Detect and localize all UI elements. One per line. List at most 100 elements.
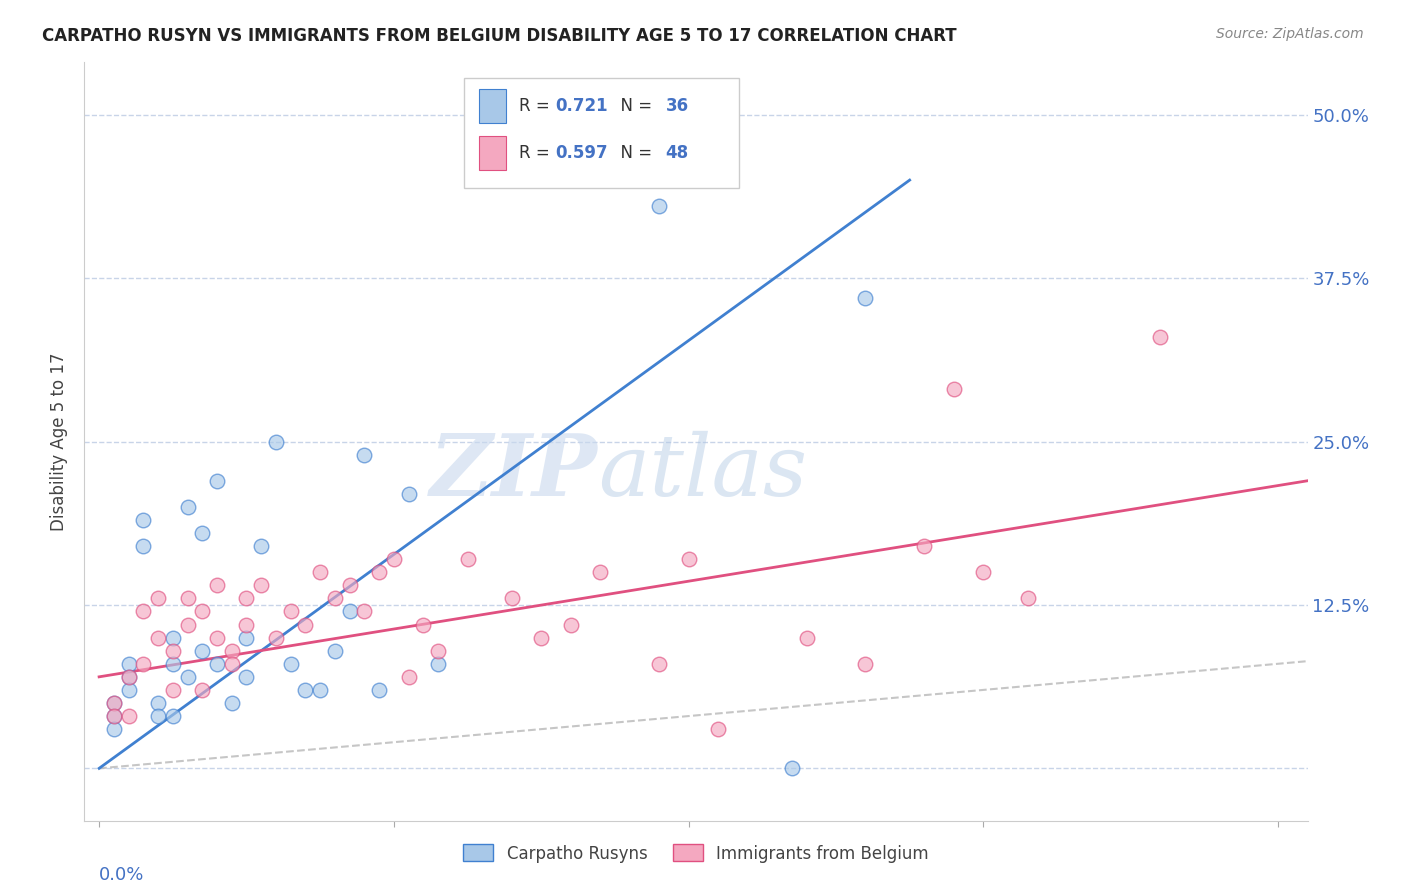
Text: 0.721: 0.721 (555, 96, 607, 115)
Text: CARPATHO RUSYN VS IMMIGRANTS FROM BELGIUM DISABILITY AGE 5 TO 17 CORRELATION CHA: CARPATHO RUSYN VS IMMIGRANTS FROM BELGIU… (42, 27, 957, 45)
Point (146, 696, 169, 710)
Point (162, 682, 184, 697)
Point (368, 682, 391, 697)
Point (501, 591, 523, 606)
Point (323, 591, 346, 606)
Y-axis label: Disability Age 5 to 17: Disability Age 5 to 17 (51, 352, 69, 531)
Point (235, 591, 257, 606)
Point (855, 291, 877, 305)
Point (146, 591, 169, 606)
Point (457, 552, 479, 566)
Point (353, 448, 375, 462)
Point (191, 526, 214, 541)
Point (398, 487, 420, 501)
Bar (479, 88, 506, 123)
Point (162, 657, 184, 671)
Point (1017, 591, 1039, 606)
Point (560, 617, 582, 632)
Point (648, 199, 671, 213)
Point (103, 722, 125, 736)
Point (205, 474, 228, 488)
Point (132, 513, 155, 527)
Point (103, 709, 125, 723)
Point (103, 696, 125, 710)
Point (530, 631, 553, 645)
Point (117, 670, 139, 684)
Point (339, 578, 361, 592)
Point (264, 631, 287, 645)
Point (117, 657, 139, 671)
Point (589, 566, 612, 580)
Point (796, 631, 818, 645)
Point (103, 696, 125, 710)
Legend: Carpatho Rusyns, Immigrants from Belgium: Carpatho Rusyns, Immigrants from Belgium (457, 838, 935, 869)
Point (132, 657, 155, 671)
Point (250, 539, 273, 553)
Point (382, 552, 405, 566)
Bar (479, 136, 506, 170)
Point (323, 643, 346, 657)
Point (972, 566, 994, 580)
Point (412, 617, 434, 632)
Point (678, 552, 700, 566)
Point (368, 566, 391, 580)
Point (117, 682, 139, 697)
Point (294, 617, 316, 632)
Point (294, 682, 316, 697)
Text: atlas: atlas (598, 431, 807, 513)
Point (191, 643, 214, 657)
Point (146, 631, 169, 645)
Point (280, 657, 302, 671)
Point (221, 643, 243, 657)
Point (427, 643, 450, 657)
Text: R =: R = (519, 145, 554, 162)
Text: 0.0%: 0.0% (98, 866, 145, 884)
Text: Source: ZipAtlas.com: Source: ZipAtlas.com (1216, 27, 1364, 41)
Point (176, 591, 198, 606)
Text: 48: 48 (665, 145, 689, 162)
Point (707, 722, 730, 736)
Point (176, 617, 198, 632)
Point (250, 578, 273, 592)
Point (205, 578, 228, 592)
Point (191, 605, 214, 619)
Point (309, 566, 332, 580)
Point (162, 709, 184, 723)
Point (235, 617, 257, 632)
Text: 36: 36 (665, 96, 689, 115)
Point (780, 761, 803, 775)
Point (912, 539, 935, 553)
Text: N =: N = (610, 145, 658, 162)
Point (398, 670, 420, 684)
Point (191, 682, 214, 697)
Point (264, 434, 287, 449)
FancyBboxPatch shape (464, 78, 738, 187)
Text: N =: N = (610, 96, 658, 115)
Point (221, 696, 243, 710)
Point (103, 709, 125, 723)
Point (162, 643, 184, 657)
Point (353, 605, 375, 619)
Point (339, 605, 361, 619)
Point (309, 682, 332, 697)
Point (176, 500, 198, 514)
Text: 0.597: 0.597 (555, 145, 607, 162)
Point (117, 709, 139, 723)
Point (648, 657, 671, 671)
Point (117, 670, 139, 684)
Text: ZIP: ZIP (430, 430, 598, 514)
Point (132, 605, 155, 619)
Point (235, 670, 257, 684)
Point (427, 657, 450, 671)
Point (942, 382, 965, 396)
Point (1149, 330, 1171, 344)
Point (132, 539, 155, 553)
Text: R =: R = (519, 96, 554, 115)
Point (235, 631, 257, 645)
Point (205, 631, 228, 645)
Point (280, 605, 302, 619)
Point (221, 657, 243, 671)
Point (162, 631, 184, 645)
Point (146, 709, 169, 723)
Point (855, 657, 877, 671)
